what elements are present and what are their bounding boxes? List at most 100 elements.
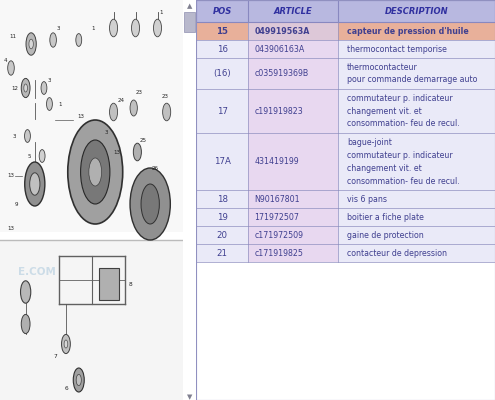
- Bar: [0, 240, 183, 400]
- Circle shape: [61, 334, 70, 354]
- Bar: [338, 22, 495, 40]
- Text: 25: 25: [139, 138, 146, 142]
- Text: 13: 13: [7, 226, 14, 230]
- Bar: [248, 190, 338, 208]
- Text: 3: 3: [48, 78, 51, 82]
- Circle shape: [133, 143, 142, 161]
- Bar: [338, 244, 495, 262]
- Text: commutateur p. indicateur: commutateur p. indicateur: [347, 94, 452, 102]
- Circle shape: [21, 78, 30, 98]
- Text: 5: 5: [28, 154, 31, 158]
- Text: gaine de protection: gaine de protection: [347, 230, 424, 240]
- Circle shape: [29, 39, 33, 49]
- Circle shape: [130, 100, 138, 116]
- Bar: [248, 89, 338, 133]
- Text: N90167801: N90167801: [254, 194, 300, 204]
- Text: 23: 23: [136, 90, 143, 94]
- Circle shape: [64, 340, 68, 348]
- Circle shape: [20, 281, 31, 303]
- Text: consommation- feu de recul.: consommation- feu de recul.: [347, 120, 460, 128]
- Ellipse shape: [130, 168, 170, 240]
- Bar: [196, 22, 248, 40]
- Text: boitier a fiche plate: boitier a fiche plate: [347, 212, 424, 222]
- Bar: [248, 208, 338, 226]
- Bar: [196, 0, 495, 22]
- Bar: [248, 244, 338, 262]
- Bar: [338, 226, 495, 244]
- Circle shape: [50, 33, 56, 47]
- Circle shape: [107, 138, 113, 150]
- Bar: [196, 226, 248, 244]
- Bar: [196, 58, 248, 89]
- Text: 9: 9: [15, 202, 18, 206]
- Text: 11: 11: [9, 34, 16, 38]
- Text: capteur de pression d'huile: capteur de pression d'huile: [347, 26, 469, 36]
- Circle shape: [141, 184, 159, 224]
- Bar: [196, 190, 248, 208]
- Circle shape: [25, 162, 45, 206]
- Text: 1: 1: [58, 102, 62, 106]
- Bar: [196, 133, 248, 190]
- Circle shape: [81, 140, 110, 204]
- Circle shape: [163, 103, 171, 121]
- Circle shape: [41, 82, 47, 94]
- Text: 17A: 17A: [214, 157, 231, 166]
- Bar: [248, 58, 338, 89]
- Bar: [248, 133, 338, 190]
- Text: 3: 3: [57, 26, 60, 30]
- Circle shape: [30, 173, 40, 195]
- Text: 12: 12: [11, 86, 18, 90]
- Circle shape: [109, 103, 118, 121]
- Circle shape: [132, 19, 140, 37]
- Text: changement vit. et: changement vit. et: [347, 106, 422, 116]
- Text: commutateur p. indicateur: commutateur p. indicateur: [347, 150, 452, 160]
- Circle shape: [25, 130, 30, 142]
- Bar: [248, 40, 338, 58]
- Text: ▼: ▼: [187, 394, 192, 400]
- Text: 8: 8: [128, 282, 132, 286]
- Text: 26: 26: [152, 166, 159, 170]
- Bar: [196, 89, 248, 133]
- Text: 23: 23: [161, 94, 168, 98]
- Text: E.COM: E.COM: [18, 267, 55, 277]
- Text: 15: 15: [216, 26, 228, 36]
- Circle shape: [26, 33, 36, 55]
- Text: 19: 19: [217, 212, 228, 222]
- Text: c171972509: c171972509: [254, 230, 303, 240]
- Text: consommation- feu de recul.: consommation- feu de recul.: [347, 176, 460, 186]
- Text: 043906163A: 043906163A: [254, 44, 304, 54]
- Text: 17: 17: [217, 106, 228, 116]
- Text: 18: 18: [217, 194, 228, 204]
- Text: 3: 3: [13, 134, 16, 138]
- Circle shape: [39, 150, 45, 162]
- Text: (16): (16): [213, 69, 231, 78]
- Bar: [338, 133, 495, 190]
- Bar: [196, 40, 248, 58]
- Text: c035919369B: c035919369B: [254, 69, 308, 78]
- Text: POS: POS: [212, 6, 232, 16]
- Text: 6: 6: [64, 386, 68, 390]
- Bar: [196, 208, 248, 226]
- Text: 24: 24: [117, 98, 124, 102]
- Circle shape: [89, 158, 101, 186]
- Text: 20: 20: [217, 230, 228, 240]
- Text: thermocontact temporise: thermocontact temporise: [347, 44, 447, 54]
- Text: changement vit. et: changement vit. et: [347, 164, 422, 172]
- Text: 13: 13: [7, 174, 14, 178]
- Text: vis 6 pans: vis 6 pans: [347, 194, 387, 204]
- Text: DESCRIPTION: DESCRIPTION: [385, 6, 448, 16]
- Bar: [248, 22, 338, 40]
- Circle shape: [153, 19, 161, 37]
- Text: 16: 16: [217, 44, 228, 54]
- Text: 1: 1: [92, 26, 95, 30]
- Circle shape: [8, 61, 14, 75]
- Bar: [338, 58, 495, 89]
- Circle shape: [154, 173, 161, 187]
- Text: 13: 13: [77, 114, 84, 118]
- Text: 1: 1: [159, 10, 163, 14]
- Text: 3: 3: [104, 130, 108, 134]
- Text: 21: 21: [217, 248, 228, 258]
- Text: 13: 13: [113, 150, 121, 154]
- Bar: [196, 244, 248, 262]
- Text: 4: 4: [3, 58, 7, 62]
